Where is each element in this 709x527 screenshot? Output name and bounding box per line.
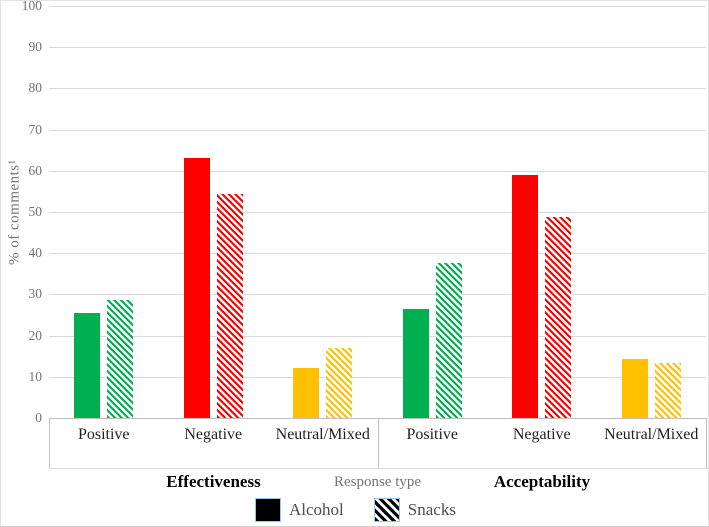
y-tick-label: 60 [28, 162, 43, 178]
bar-snacks-effectiveness-negative [216, 193, 243, 418]
category-band-divider [49, 418, 50, 468]
y-tick-label: 100 [21, 0, 42, 13]
legend-item-snacks: Snacks [373, 498, 456, 522]
y-tick-label: 10 [28, 368, 43, 384]
y-tick-label: 90 [28, 39, 43, 55]
legend-label-alcohol: Alcohol [289, 500, 344, 519]
gridline [49, 47, 706, 49]
category-label: Positive [77, 426, 130, 443]
gridline [49, 212, 706, 213]
category-label: Negative [184, 426, 243, 443]
category-band-bottom-line [49, 468, 708, 469]
group-label-acceptability: Acceptability [493, 472, 591, 491]
legend: Alcohol Snacks [1, 496, 708, 524]
legend-key-snacks-hatch-swatch [373, 498, 400, 522]
bar-alcohol-acceptability-negative [512, 174, 539, 418]
bar-alcohol-effectiveness-negative [183, 158, 210, 418]
bar-snacks-effectiveness-neutral-mixed [326, 348, 353, 418]
group-label-effectiveness: Effectiveness [166, 472, 261, 491]
y-tick-label: 70 [28, 121, 43, 137]
legend-label-snacks: Snacks [407, 500, 456, 519]
y-tick-label: 30 [28, 286, 43, 302]
legend-key-alcohol-solid-swatch [255, 498, 282, 522]
category-label: Negative [512, 426, 571, 443]
category-label: Neutral/Mixed [275, 426, 370, 443]
gridline [49, 170, 706, 172]
bar-alcohol-acceptability-neutral-mixed [621, 358, 648, 418]
y-tick-label: 40 [28, 245, 43, 261]
y-tick-label: 20 [28, 327, 43, 343]
bar-alcohol-effectiveness-positive [74, 312, 101, 418]
y-tick-label: 80 [28, 80, 43, 96]
bar-snacks-acceptability-neutral-mixed [654, 362, 681, 418]
category-band-divider [706, 418, 707, 468]
gridline [49, 294, 706, 296]
bar-snacks-effectiveness-positive [107, 299, 134, 418]
gridline [49, 335, 706, 337]
category-label: Neutral/Mixed [604, 426, 699, 443]
bar-alcohol-acceptability-positive [402, 308, 429, 418]
gridline [49, 129, 706, 131]
gridline [49, 6, 706, 7]
y-tick-label: 0 [35, 410, 42, 425]
gridline [49, 88, 706, 90]
category-band-divider [377, 418, 379, 468]
gridline [49, 253, 706, 255]
bar-alcohol-effectiveness-neutral-mixed [293, 367, 320, 418]
y-tick-label: 50 [28, 204, 43, 219]
category-label: Positive [406, 426, 459, 443]
legend-item-alcohol: Alcohol [255, 498, 344, 522]
bar-snacks-acceptability-positive [435, 263, 462, 418]
bar-snacks-acceptability-negative [545, 216, 572, 418]
gridline [49, 376, 706, 378]
